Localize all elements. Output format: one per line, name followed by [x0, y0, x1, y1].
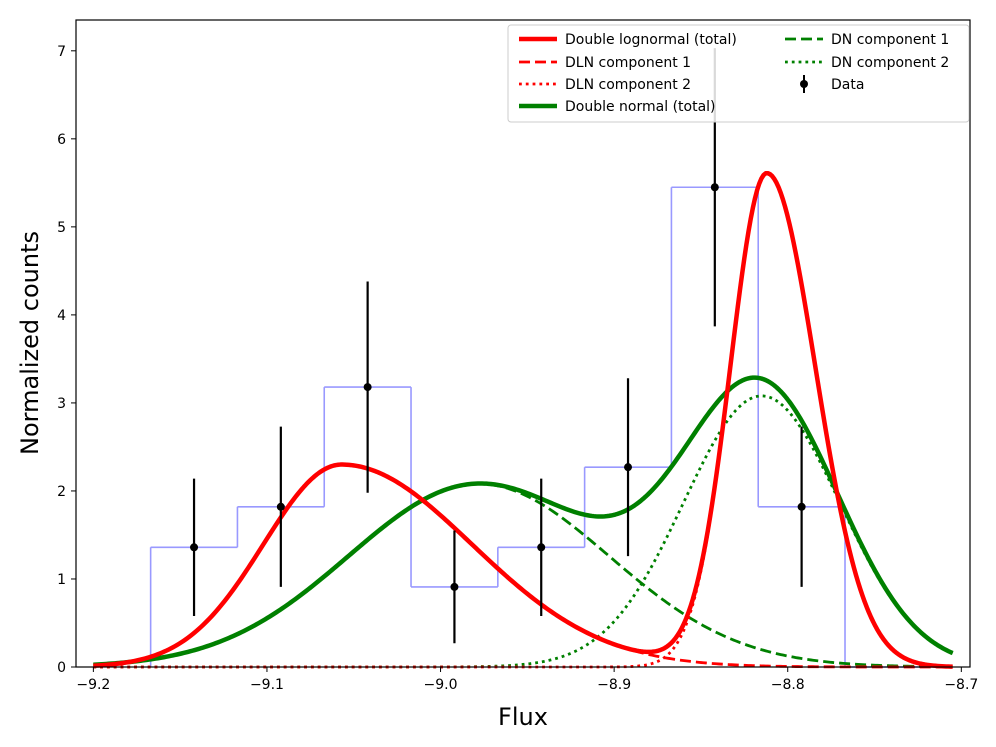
legend-swatch-data-marker	[800, 80, 808, 88]
x-tick-label: −9.0	[424, 677, 458, 693]
series-line-dln-total	[93, 170, 953, 669]
y-tick-label: 7	[57, 44, 66, 60]
plot-frame	[75, 19, 971, 668]
data-points	[190, 48, 806, 644]
x-tick-label: −9.1	[250, 677, 284, 693]
series-line-dn-total	[93, 375, 954, 667]
data-point	[276, 502, 285, 511]
x-tick-label: −8.8	[771, 677, 805, 693]
legend-label-data: Data	[831, 77, 864, 93]
y-tick-label: 0	[57, 660, 66, 676]
legend-label-dln1: DLN component 1	[565, 55, 691, 71]
legend: Double lognormal (total) DLN component 1…	[507, 24, 970, 123]
x-axis: −9.2 −9.1 −9.0 −8.9 −8.8 −8.7	[76, 667, 978, 693]
y-tick-label: 2	[57, 484, 66, 500]
legend-label-dn2: DN component 2	[831, 55, 949, 71]
data-point	[797, 502, 806, 511]
data-point	[710, 183, 719, 192]
y-axis-title: Normalized counts	[16, 231, 44, 455]
x-tick-label: −8.7	[944, 677, 978, 693]
legend-box	[507, 24, 970, 123]
y-tick-label: 4	[57, 308, 66, 324]
legend-label-dn-total: Double normal (total)	[565, 99, 716, 115]
legend-label-dln2: DLN component 2	[565, 77, 691, 93]
legend-label-dn1: DN component 1	[831, 32, 949, 48]
y-tick-label: 5	[57, 220, 66, 236]
legend-label-dln-total: Double lognormal (total)	[565, 32, 737, 48]
y-tick-label: 3	[57, 396, 66, 412]
x-tick-label: −8.9	[597, 677, 631, 693]
data-point	[190, 543, 199, 552]
data-point	[624, 463, 633, 472]
y-tick-label: 6	[57, 132, 66, 148]
data-point	[537, 543, 546, 552]
x-tick-label: −9.2	[76, 677, 110, 693]
x-axis-title: Flux	[498, 703, 548, 731]
data-point	[363, 383, 372, 392]
data-point	[450, 582, 459, 591]
y-tick-label: 1	[57, 572, 66, 588]
y-axis: 0 1 2 3 4 5 6 7	[57, 44, 76, 676]
